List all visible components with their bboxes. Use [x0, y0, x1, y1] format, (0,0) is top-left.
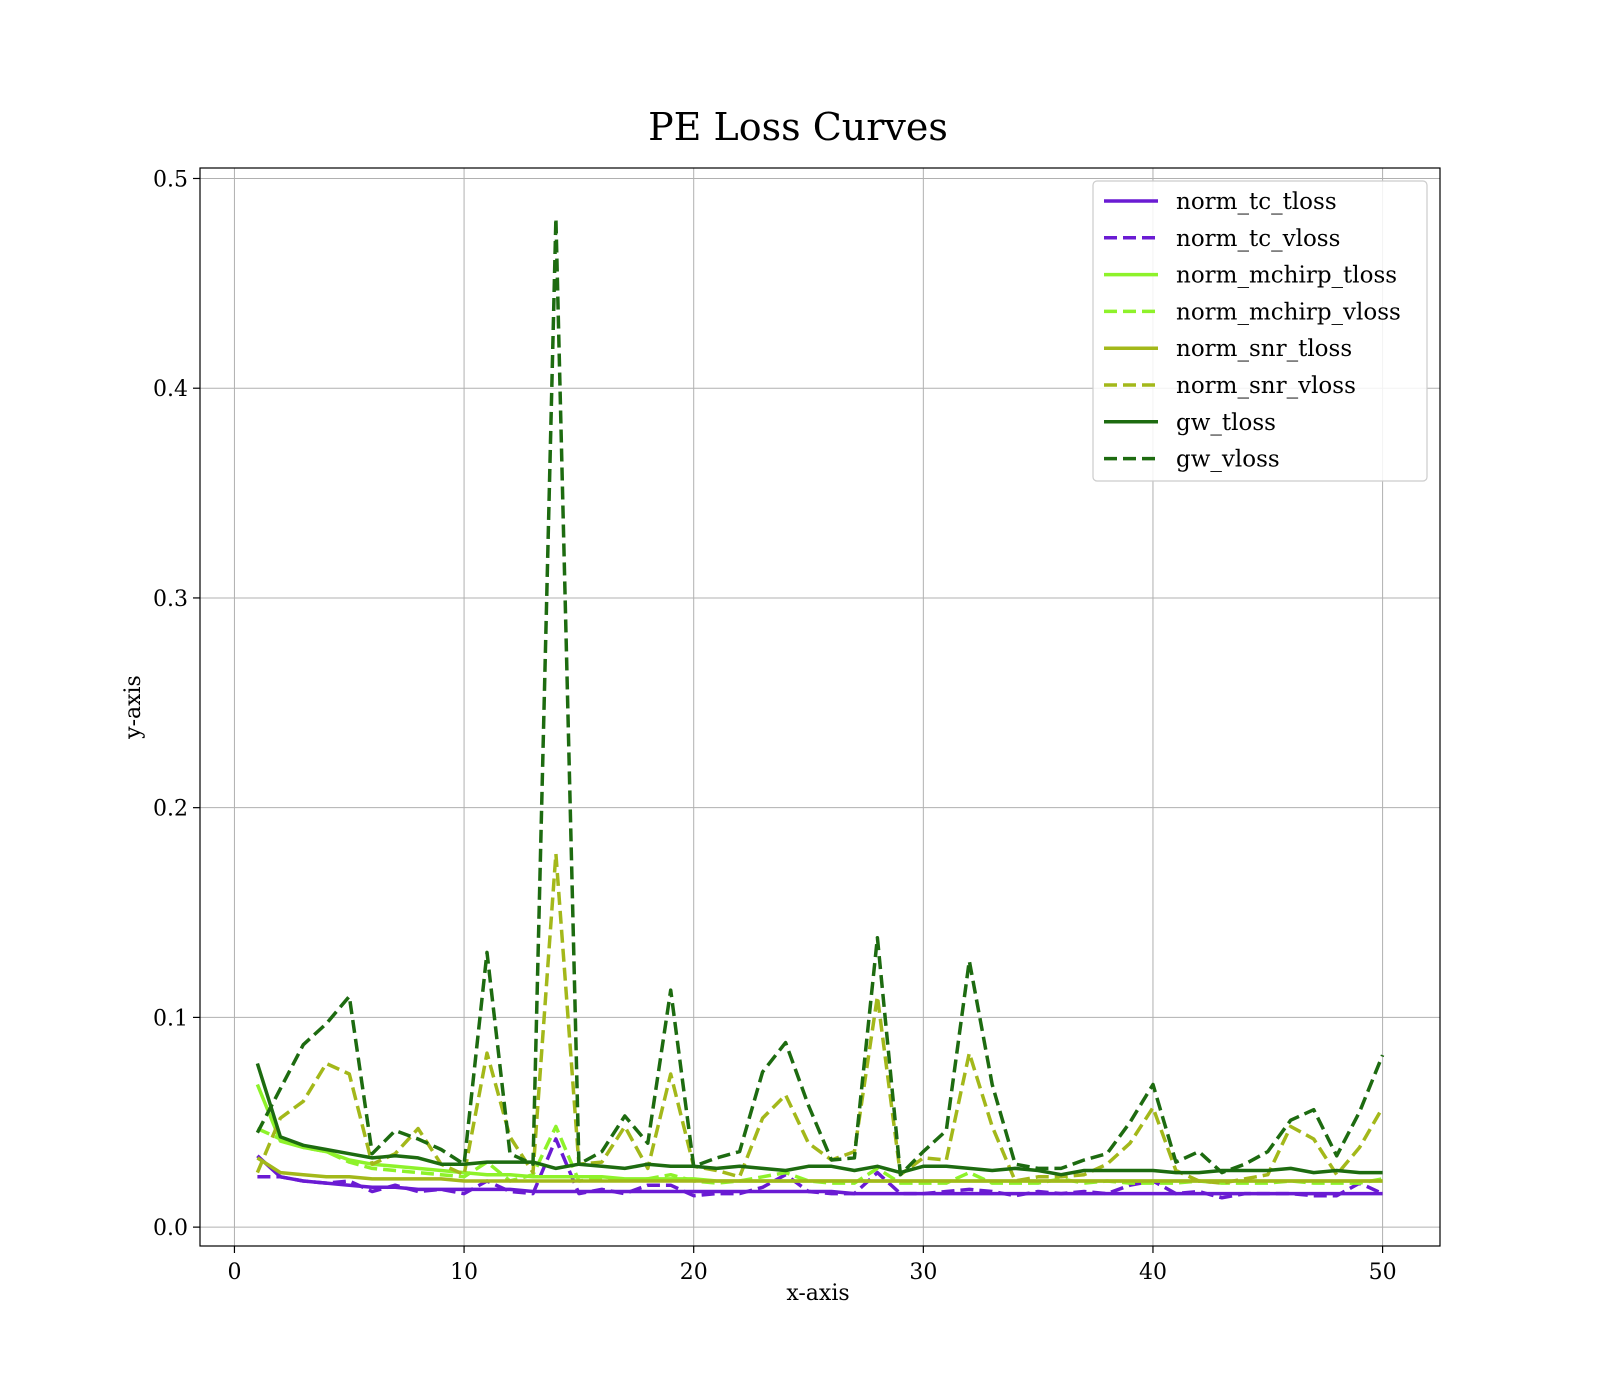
series-line-norm-snr-vloss [255, 852, 1385, 1185]
legend-box [1092, 180, 1428, 482]
y-tick-label: 0.3 [153, 587, 188, 612]
series-line-gw-tloss [255, 1062, 1383, 1177]
legend-label: gw_tloss [1176, 410, 1276, 436]
chart-title: PE Loss Curves [648, 105, 948, 149]
x-tick-label: 0 [227, 1260, 241, 1285]
series-lines [255, 216, 1385, 1200]
axis-ticks: 0 10 20 30 40 50 0.0 0.1 0.2 0.3 0.4 0.5 [153, 167, 1397, 1285]
series-line-gw-vloss [255, 216, 1385, 1177]
legend-label: norm_tc_vloss [1176, 226, 1340, 252]
series-line-norm-mchirp-vloss [256, 1124, 1383, 1185]
legend: norm_tc_tloss norm_tc_vloss norm_mchirp_tl… [1092, 180, 1428, 482]
x-tick-label: 50 [1369, 1260, 1397, 1285]
x-tick-label: 10 [450, 1260, 478, 1285]
legend-label: norm_snr_tloss [1176, 336, 1352, 362]
x-axis-title: x-axis [786, 1281, 849, 1306]
legend-label: norm_tc_tloss [1176, 189, 1337, 215]
y-tick-label: 0.1 [153, 1006, 188, 1031]
y-tick-label: 0.0 [153, 1216, 188, 1241]
x-tick-label: 20 [680, 1260, 708, 1285]
legend-label: norm_mchirp_vloss [1176, 299, 1401, 325]
y-tick-label: 0.2 [153, 797, 188, 822]
plot-frame [199, 167, 1441, 1247]
y-tick-label: 0.4 [153, 377, 188, 402]
y-axis-title: y-axis [121, 675, 146, 740]
legend-label: norm_mchirp_tloss [1176, 263, 1397, 289]
y-tick-label: 0.5 [153, 167, 188, 192]
x-tick-label: 30 [909, 1260, 937, 1285]
legend-label: norm_snr_vloss [1176, 373, 1356, 399]
series-line-norm-tc-vloss [257, 1137, 1384, 1200]
x-tick-label: 40 [1139, 1260, 1167, 1285]
legend-label: gw_vloss [1176, 447, 1280, 473]
